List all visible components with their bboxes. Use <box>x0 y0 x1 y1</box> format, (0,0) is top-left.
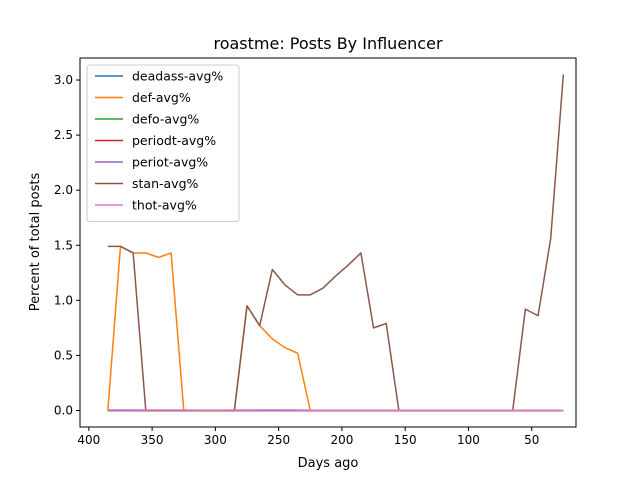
x-tick-label: 150 <box>394 433 417 447</box>
x-tick-label: 250 <box>267 433 290 447</box>
legend-entry-periodt-avg: periodt-avg% <box>132 133 216 148</box>
legend-entry-periot-avg: periot-avg% <box>132 155 208 170</box>
x-tick-label: 200 <box>330 433 353 447</box>
x-tick-label: 400 <box>77 433 100 447</box>
chart-title: roastme: Posts By Influencer <box>213 34 442 53</box>
y-tick-label: 3.0 <box>54 73 73 87</box>
y-tick-label: 2.5 <box>54 128 73 142</box>
x-tick-label: 100 <box>457 433 480 447</box>
y-tick-label: 0.5 <box>54 348 73 362</box>
y-tick-label: 0.0 <box>54 403 73 417</box>
legend-entry-defo-avg: defo-avg% <box>132 112 199 127</box>
legend-entry-deadass-avg: deadass-avg% <box>132 69 223 84</box>
x-tick-label: 300 <box>204 433 227 447</box>
legend-entry-stan-avg: stan-avg% <box>132 176 198 191</box>
x-axis-label: Days ago <box>298 456 359 471</box>
x-tick-label: 50 <box>524 433 539 447</box>
x-tick-label: 350 <box>141 433 164 447</box>
y-tick-label: 1.5 <box>54 238 73 252</box>
y-tick-label: 1.0 <box>54 293 73 307</box>
legend-entry-thot-avg: thot-avg% <box>132 198 197 213</box>
y-tick-label: 2.0 <box>54 183 73 197</box>
legend-entry-def-avg: def-avg% <box>132 90 191 105</box>
legend: deadass-avg% def-avg% defo-avg% periodt-avg… <box>87 65 239 222</box>
y-axis-label: Percent of total posts <box>28 173 43 312</box>
